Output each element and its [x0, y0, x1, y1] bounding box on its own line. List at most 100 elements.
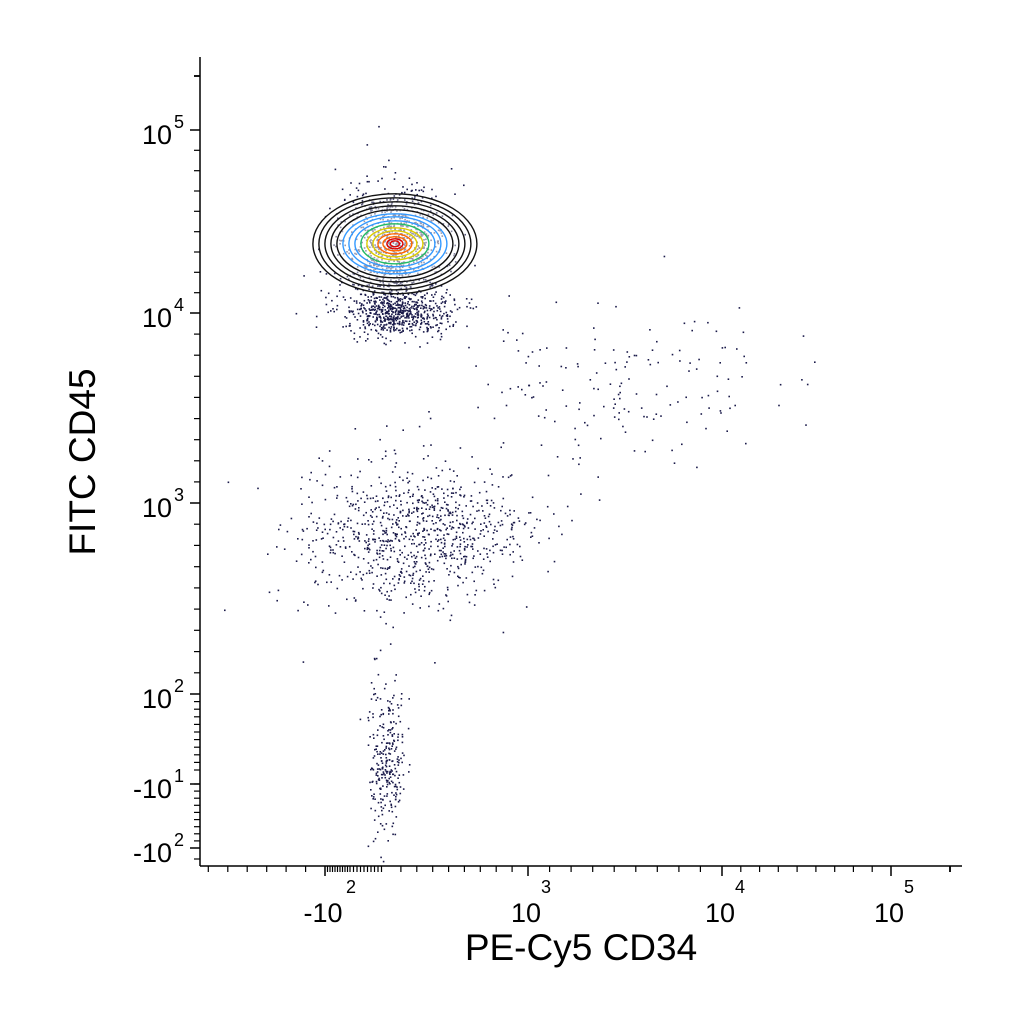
data-point	[390, 217, 393, 220]
data-point	[417, 534, 419, 536]
data-point	[492, 538, 494, 540]
data-point	[462, 581, 464, 584]
data-point	[422, 233, 424, 236]
data-point	[367, 845, 370, 848]
data-point	[366, 494, 368, 497]
data-point	[360, 577, 362, 580]
data-point	[453, 480, 455, 483]
data-point	[391, 310, 393, 312]
data-point	[660, 415, 662, 417]
data-point	[624, 431, 627, 433]
data-point	[439, 314, 441, 317]
y-tick-label: -10 1	[133, 766, 184, 804]
data-point	[377, 673, 380, 676]
data-point	[410, 257, 412, 260]
data-point	[389, 322, 392, 325]
data-point	[527, 355, 530, 358]
data-point	[350, 519, 352, 522]
data-point	[351, 485, 353, 488]
data-point	[380, 296, 383, 298]
data-point	[380, 302, 382, 304]
data-point	[308, 544, 310, 546]
data-point	[431, 515, 434, 518]
data-point	[388, 781, 390, 784]
data-point	[381, 517, 384, 519]
data-point	[426, 342, 429, 344]
contour-line	[318, 197, 472, 291]
data-point	[368, 180, 370, 183]
y-tick-base: -10	[133, 774, 172, 804]
data-point	[339, 226, 342, 229]
data-point	[397, 306, 400, 309]
y-tick-exponent: 2	[174, 830, 184, 850]
data-point	[434, 293, 436, 296]
data-point	[603, 405, 605, 408]
data-point	[412, 566, 415, 569]
data-point	[420, 307, 422, 309]
data-point	[312, 550, 314, 553]
data-point	[376, 768, 379, 770]
data-point	[349, 194, 351, 196]
data-point	[302, 661, 305, 663]
data-point	[365, 250, 367, 252]
data-point	[331, 299, 333, 302]
data-point	[372, 587, 374, 589]
data-point	[383, 317, 385, 319]
data-point	[376, 745, 379, 747]
data-point	[553, 513, 555, 515]
data-point	[472, 505, 474, 508]
data-point	[367, 744, 370, 746]
data-point	[365, 309, 367, 312]
data-point	[394, 311, 397, 314]
data-point	[398, 263, 401, 266]
data-point	[597, 302, 599, 304]
data-point	[511, 526, 513, 529]
data-point	[695, 368, 698, 370]
data-point	[400, 698, 403, 700]
data-point	[459, 543, 462, 545]
data-point	[394, 774, 396, 777]
data-point	[387, 271, 390, 274]
data-point	[413, 321, 415, 323]
data-point	[354, 248, 356, 251]
data-point	[408, 317, 410, 319]
data-point	[389, 539, 392, 542]
data-point	[382, 515, 384, 518]
data-point	[386, 235, 389, 237]
data-point	[439, 509, 441, 512]
data-point	[426, 247, 428, 250]
data-point	[374, 508, 376, 511]
data-point	[450, 230, 453, 233]
data-point	[401, 310, 404, 312]
data-point	[441, 315, 444, 317]
data-point	[376, 771, 379, 773]
data-point	[525, 606, 528, 608]
data-point	[463, 496, 465, 498]
data-point	[454, 193, 456, 195]
data-point	[386, 558, 389, 561]
data-point	[468, 346, 470, 349]
data-point	[479, 533, 482, 535]
data-point	[381, 255, 384, 257]
data-point	[447, 504, 449, 506]
data-point	[454, 510, 457, 513]
data-point	[390, 590, 393, 592]
data-point	[416, 314, 419, 316]
data-point	[373, 538, 375, 541]
data-point	[473, 539, 476, 541]
data-point	[390, 599, 392, 601]
data-point	[367, 236, 369, 238]
data-point	[604, 362, 607, 364]
data-point	[401, 312, 403, 314]
data-point	[422, 512, 424, 514]
data-point	[736, 348, 738, 350]
data-point	[385, 745, 388, 748]
data-point	[456, 514, 458, 517]
data-point	[380, 256, 383, 258]
data-point	[420, 556, 423, 559]
data-point	[441, 301, 444, 303]
data-point	[400, 247, 403, 250]
data-point	[257, 487, 259, 490]
data-point	[468, 535, 471, 538]
data-point	[451, 311, 453, 313]
